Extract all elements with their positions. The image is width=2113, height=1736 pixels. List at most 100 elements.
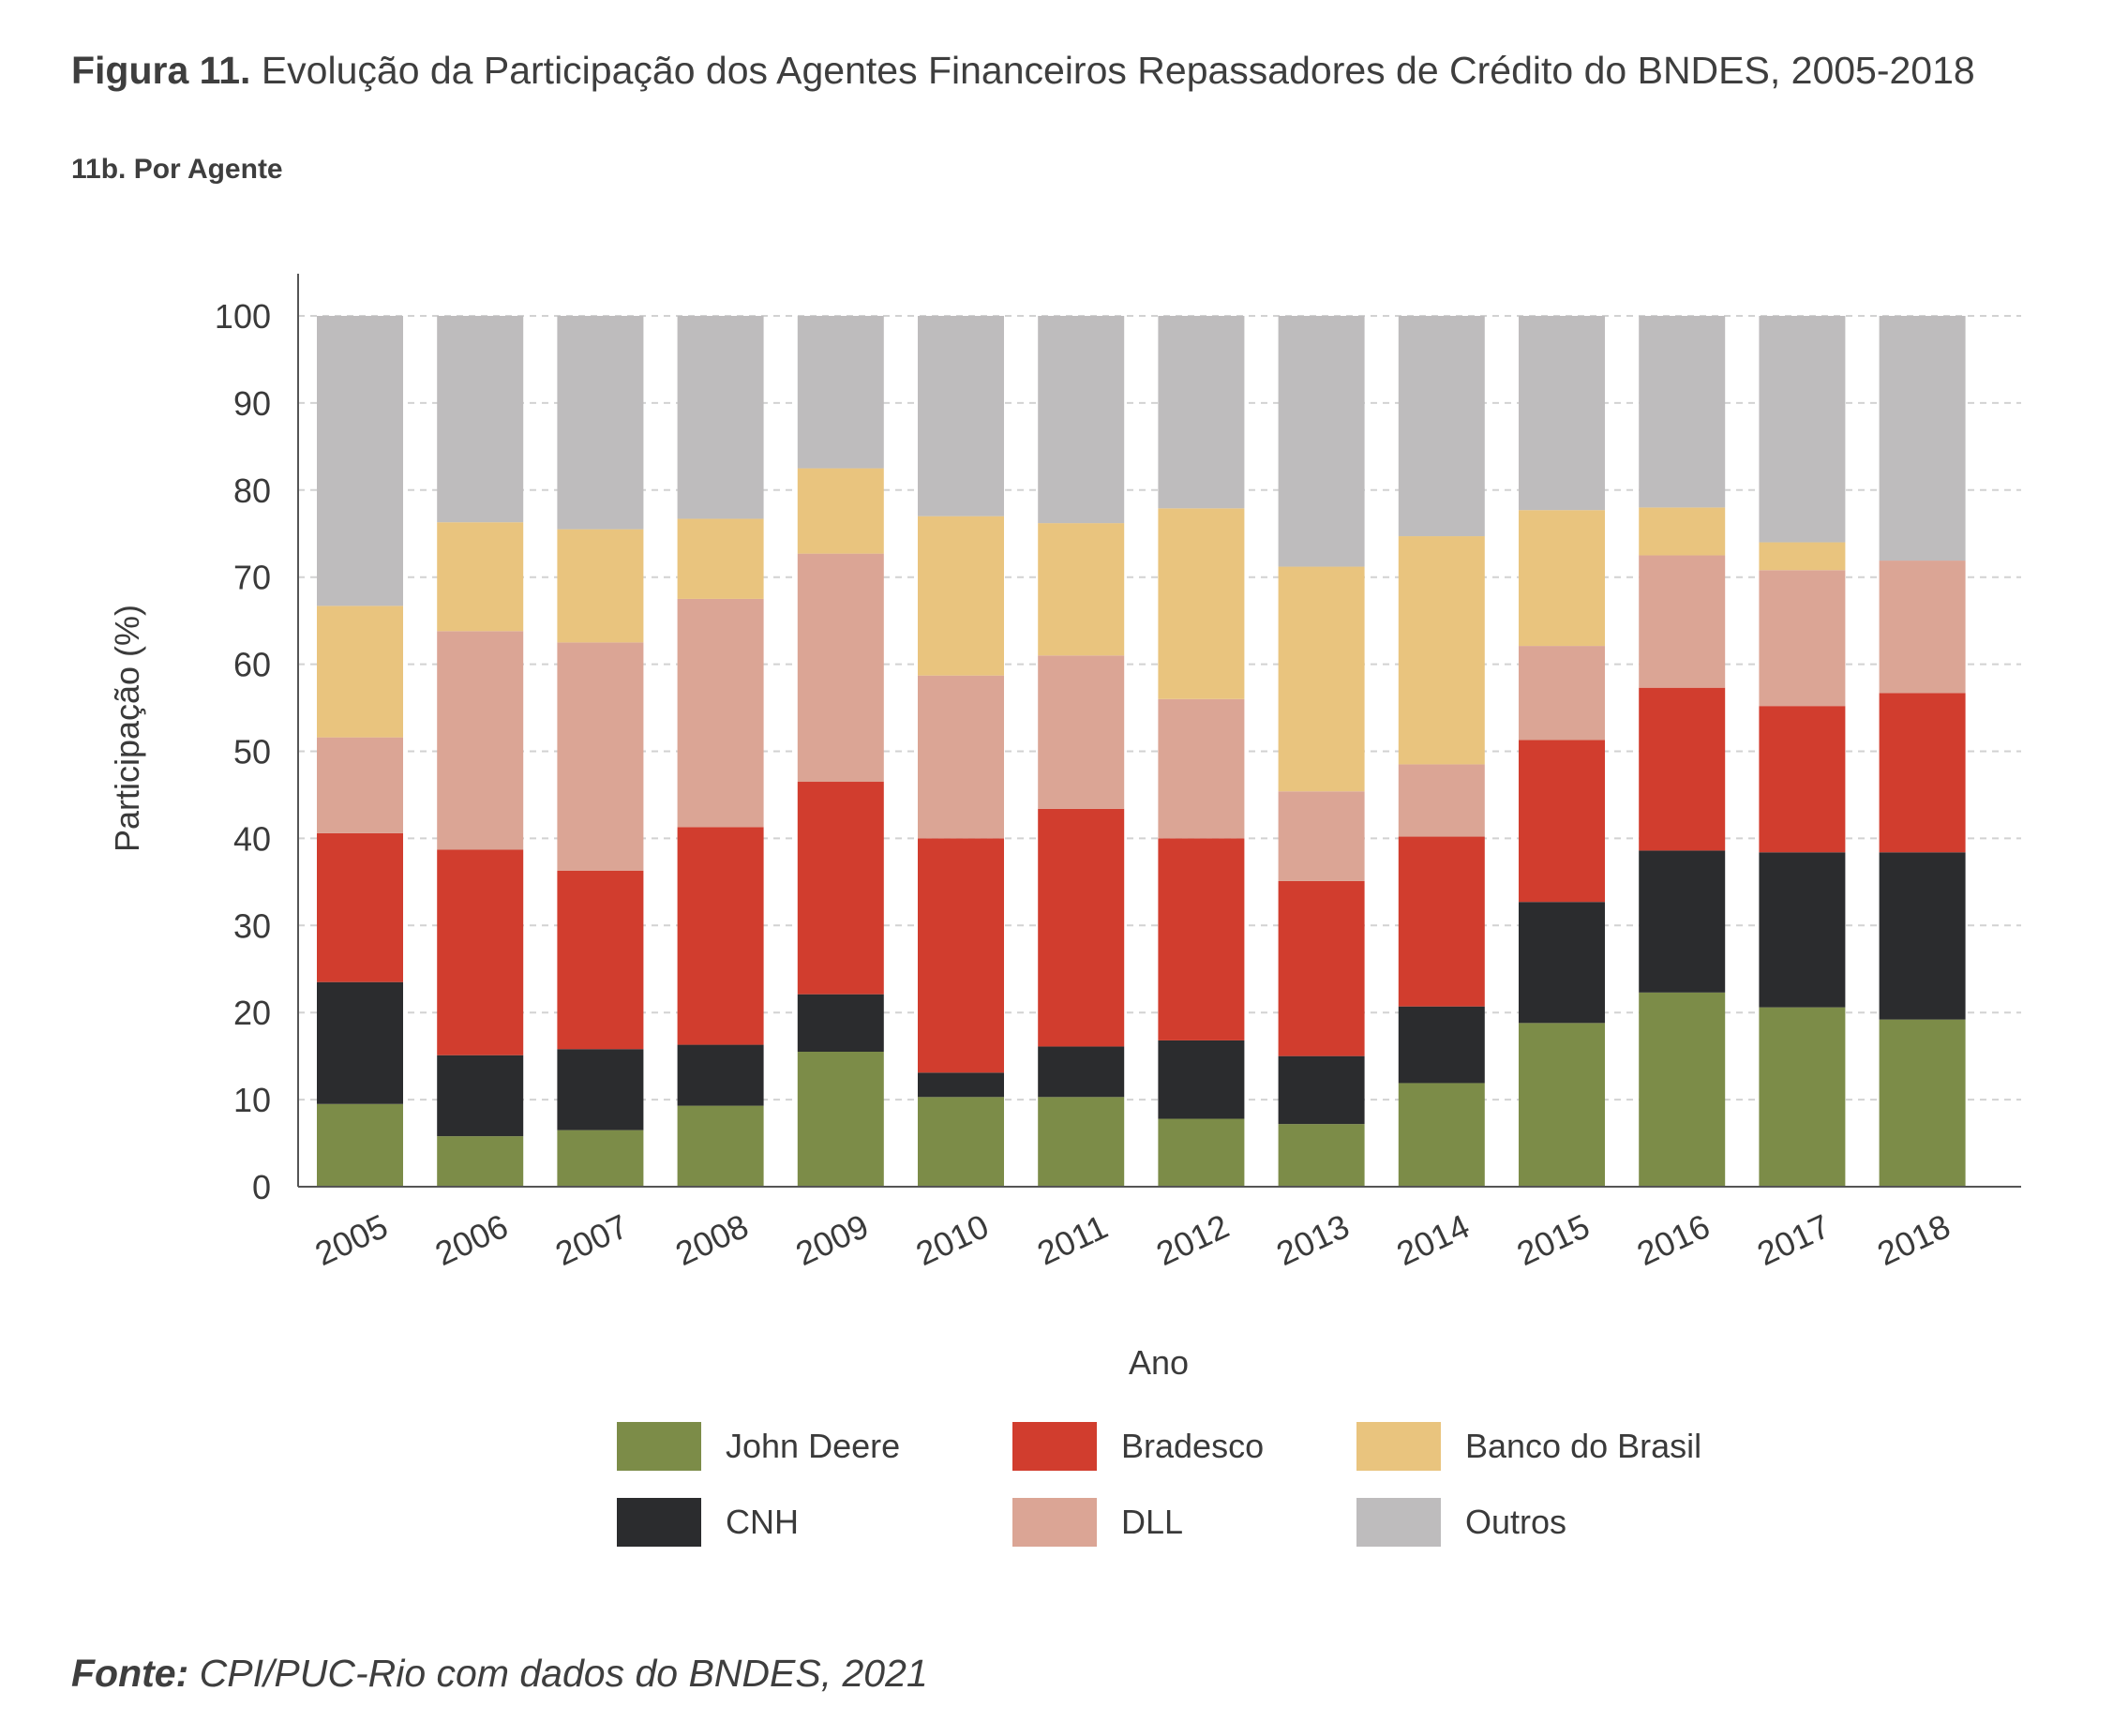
bar-segment bbox=[1158, 1040, 1245, 1119]
bar-segment bbox=[437, 1136, 524, 1187]
y-tick-label: 70 bbox=[233, 559, 271, 597]
bar-segment bbox=[437, 849, 524, 1055]
x-tick-label: 2009 bbox=[790, 1206, 875, 1273]
legend-swatch bbox=[1012, 1422, 1097, 1471]
bar-segment bbox=[1038, 808, 1125, 1047]
y-tick-label: 100 bbox=[215, 297, 271, 336]
source-label: Fonte: bbox=[71, 1652, 189, 1695]
bar-segment bbox=[1519, 1023, 1605, 1187]
y-axis-title: Participação (%) bbox=[108, 605, 146, 852]
bar-segment bbox=[1278, 880, 1365, 1056]
y-tick-label: 90 bbox=[233, 384, 271, 423]
x-tick-label: 2017 bbox=[1751, 1206, 1836, 1273]
bar-segment bbox=[437, 316, 524, 523]
bar-segment bbox=[557, 870, 644, 1050]
bar-segment bbox=[1158, 316, 1245, 509]
bar-segment bbox=[677, 1044, 764, 1106]
bar-segment bbox=[1759, 542, 1846, 571]
bar-segment bbox=[797, 782, 884, 995]
legend-label: John Deere bbox=[726, 1427, 900, 1465]
bar-segment bbox=[317, 981, 403, 1104]
bar-segment bbox=[797, 1052, 884, 1187]
legend-label: CNH bbox=[726, 1503, 799, 1541]
bar-segment bbox=[1278, 316, 1365, 567]
x-tick-label: 2013 bbox=[1270, 1206, 1355, 1273]
bar-segment bbox=[1278, 566, 1365, 792]
bar-segment bbox=[1879, 852, 1966, 1020]
bar-segment bbox=[677, 598, 764, 828]
bar-segment bbox=[1759, 316, 1846, 543]
bar-segment bbox=[918, 316, 1004, 516]
source-text: CPI/PUC-Rio com dados do BNDES, 2021 bbox=[199, 1652, 928, 1695]
figure-subtitle: 11b. Por Agente bbox=[71, 154, 283, 185]
stacked-bar-chart: 0 10 20 30 40 50 60 70 80 90 100 2005 2006 2007 2008 20… bbox=[108, 274, 2021, 1547]
bar-segment bbox=[1639, 316, 1726, 508]
y-tick-label: 80 bbox=[233, 471, 271, 510]
x-tick-label: 2018 bbox=[1871, 1206, 1956, 1273]
bar-segment bbox=[1278, 791, 1365, 881]
y-tick-label: 20 bbox=[233, 994, 271, 1032]
bar-segment bbox=[1038, 655, 1125, 809]
bar-segment bbox=[1759, 706, 1846, 853]
x-tick-label: 2007 bbox=[549, 1206, 634, 1273]
x-tick-label: 2006 bbox=[429, 1206, 514, 1273]
bar-segment bbox=[1038, 523, 1125, 656]
x-tick-label: 2014 bbox=[1391, 1206, 1476, 1273]
bar-segment bbox=[797, 994, 884, 1053]
bar-segment bbox=[677, 827, 764, 1045]
bar-segment bbox=[437, 1055, 524, 1137]
y-tick-label: 40 bbox=[233, 819, 271, 858]
bar-segment bbox=[1639, 687, 1726, 851]
y-tick-label: 50 bbox=[233, 733, 271, 771]
bar-segment bbox=[1278, 1124, 1365, 1187]
x-axis-title: Ano bbox=[1129, 1343, 1189, 1382]
bar-segment bbox=[1879, 693, 1966, 853]
bar-segment bbox=[677, 518, 764, 599]
y-tick-label: 0 bbox=[252, 1168, 271, 1206]
bar-segment bbox=[677, 1105, 764, 1187]
bar-segment bbox=[1398, 1006, 1485, 1084]
figure-label: Figura 11. bbox=[71, 49, 251, 92]
bar-segment bbox=[1759, 570, 1846, 707]
bar-segment bbox=[1639, 850, 1726, 993]
bar-segment bbox=[437, 631, 524, 850]
bar-segment bbox=[317, 737, 403, 833]
legend-swatch bbox=[1356, 1498, 1441, 1547]
legend-swatch bbox=[617, 1422, 701, 1471]
bar-segment bbox=[1519, 646, 1605, 741]
bar-segment bbox=[317, 606, 403, 738]
bar-segment bbox=[557, 316, 644, 530]
bar-segment bbox=[1398, 536, 1485, 765]
bar-segment bbox=[918, 1097, 1004, 1187]
bar-segment bbox=[1158, 698, 1245, 839]
bar-segment bbox=[317, 1103, 403, 1187]
bar-segment bbox=[1398, 1083, 1485, 1187]
bar-segment bbox=[1759, 852, 1846, 1008]
x-tick-label: 2012 bbox=[1150, 1206, 1235, 1273]
bar-segment bbox=[557, 642, 644, 871]
bar-segment bbox=[557, 529, 644, 643]
bar-segment bbox=[1038, 1097, 1125, 1187]
legend: John Deere CNH Bradesco DLL Banco do Brasil O… bbox=[617, 1422, 1701, 1547]
bar-segment bbox=[1519, 510, 1605, 647]
x-tick-label: 2016 bbox=[1631, 1206, 1716, 1273]
legend-swatch bbox=[617, 1498, 701, 1547]
legend-label: Bradesco bbox=[1121, 1427, 1264, 1465]
bar-segment bbox=[1639, 507, 1726, 556]
x-tick-label: 2010 bbox=[910, 1206, 995, 1273]
bar-segment bbox=[1398, 836, 1485, 1007]
bar-segment bbox=[1519, 740, 1605, 903]
bar-segment bbox=[1158, 508, 1245, 699]
figure-title: Figura 11. Evolução da Participação dos … bbox=[71, 49, 1975, 93]
bar-segment bbox=[797, 553, 884, 783]
bar-segment bbox=[437, 522, 524, 632]
bar-segment bbox=[1639, 555, 1726, 688]
figure-title-text: Evolução da Participação dos Agentes Fin… bbox=[261, 49, 1975, 92]
legend-swatch bbox=[1356, 1422, 1441, 1471]
legend-label: DLL bbox=[1121, 1503, 1183, 1541]
bar-segment bbox=[797, 468, 884, 554]
bar-segment bbox=[797, 316, 884, 469]
bar-segment bbox=[918, 675, 1004, 839]
y-tick-label: 60 bbox=[233, 646, 271, 684]
bar-segment bbox=[1879, 561, 1966, 694]
